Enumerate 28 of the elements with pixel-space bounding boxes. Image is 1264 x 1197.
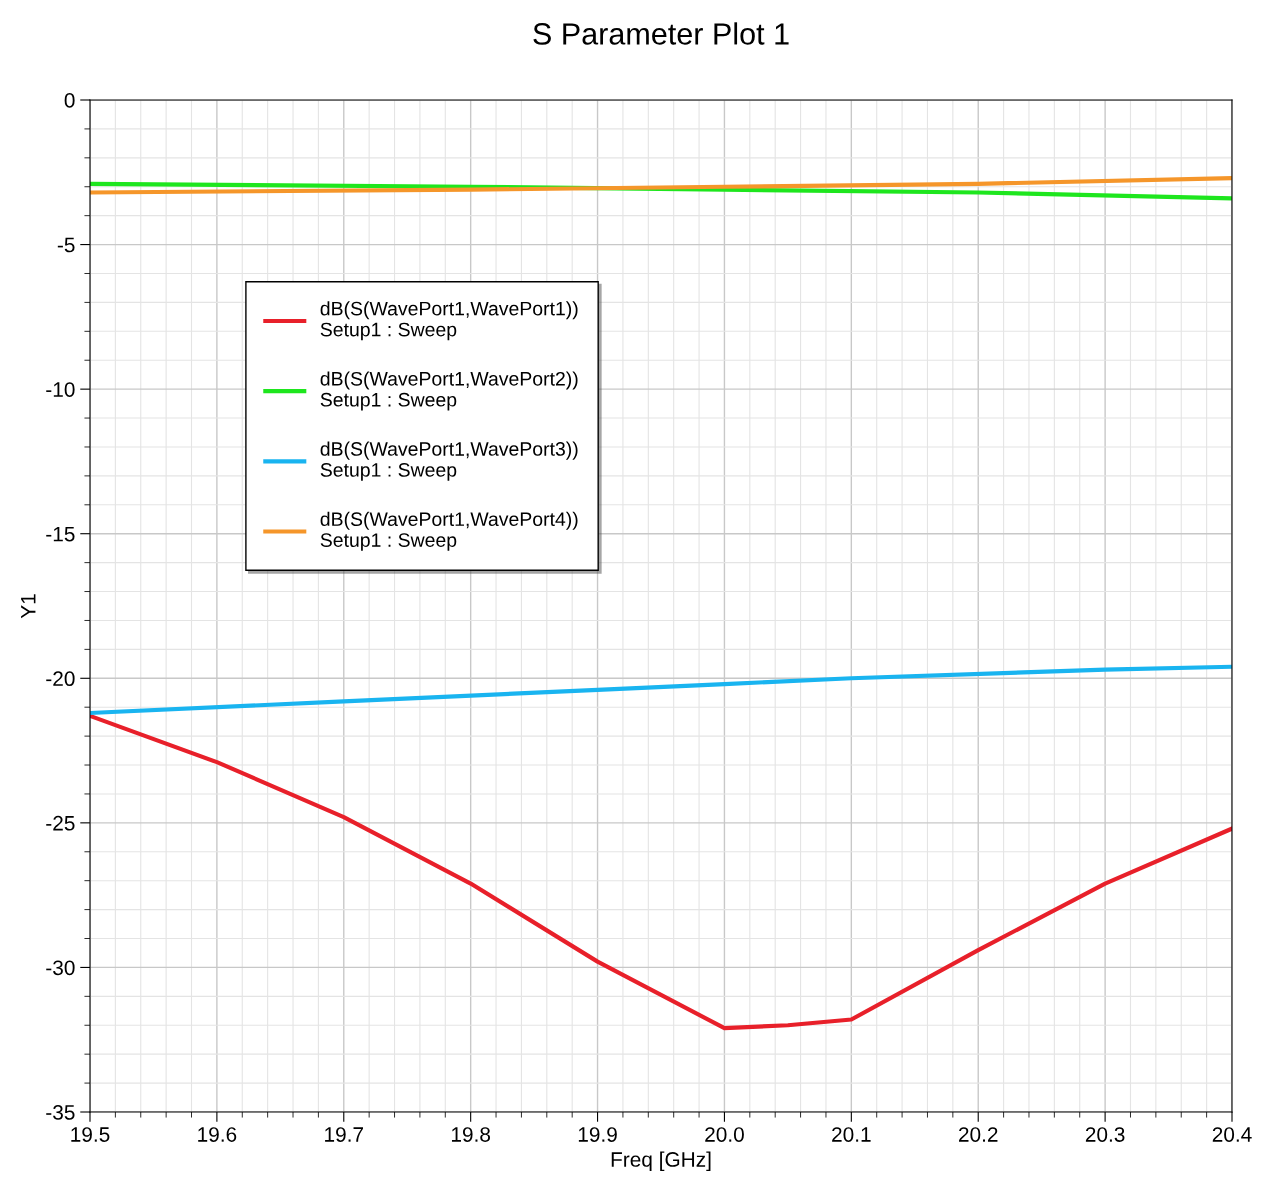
legend-label: dB(S(WavePort1,WavePort1)) Setup1 : Sweep bbox=[320, 301, 578, 341]
x-tick-label: 20.2 bbox=[959, 1127, 998, 1142]
y-tick-label: -35 bbox=[46, 1105, 75, 1120]
x-tick-label: 19.7 bbox=[325, 1127, 364, 1142]
line-series bbox=[90, 664, 1232, 716]
line-series bbox=[90, 713, 1232, 1031]
x-tick-label: 19.6 bbox=[198, 1127, 237, 1142]
legend-label: dB(S(WavePort1,WavePort2)) Setup1 : Sweep bbox=[320, 371, 578, 411]
chart-title: S Parameter Plot 1 bbox=[533, 22, 789, 45]
x-tick-label: 19.8 bbox=[451, 1127, 491, 1142]
legend-label: dB(S(WavePort1,WavePort3)) Setup1 : Sweep bbox=[320, 441, 578, 481]
x-axis-title: Freq [GHz] bbox=[611, 1151, 711, 1171]
line-series bbox=[90, 175, 1232, 195]
y-tick-label: 0 bbox=[64, 93, 75, 108]
x-tick-label: 20.0 bbox=[705, 1127, 744, 1142]
y-tick-label: -25 bbox=[46, 815, 75, 831]
y-tick-label: -10 bbox=[46, 382, 75, 397]
y-tick-label: -20 bbox=[46, 671, 75, 687]
y-tick-label: -30 bbox=[46, 960, 75, 976]
x-tick-label: 19.5 bbox=[71, 1127, 110, 1142]
y-tick-label: -15 bbox=[46, 526, 75, 542]
x-tick-label: 20.1 bbox=[832, 1127, 871, 1142]
y-axis-title: Y1 bbox=[21, 594, 36, 619]
legend-label: dB(S(WavePort1,WavePort4)) Setup1 : Sweep bbox=[320, 511, 578, 551]
y-tick-label: -5 bbox=[57, 237, 75, 253]
x-tick-label: 20.3 bbox=[1085, 1127, 1125, 1142]
x-tick-label: 20.4 bbox=[1212, 1127, 1252, 1142]
x-tick-label: 19.9 bbox=[578, 1127, 617, 1142]
